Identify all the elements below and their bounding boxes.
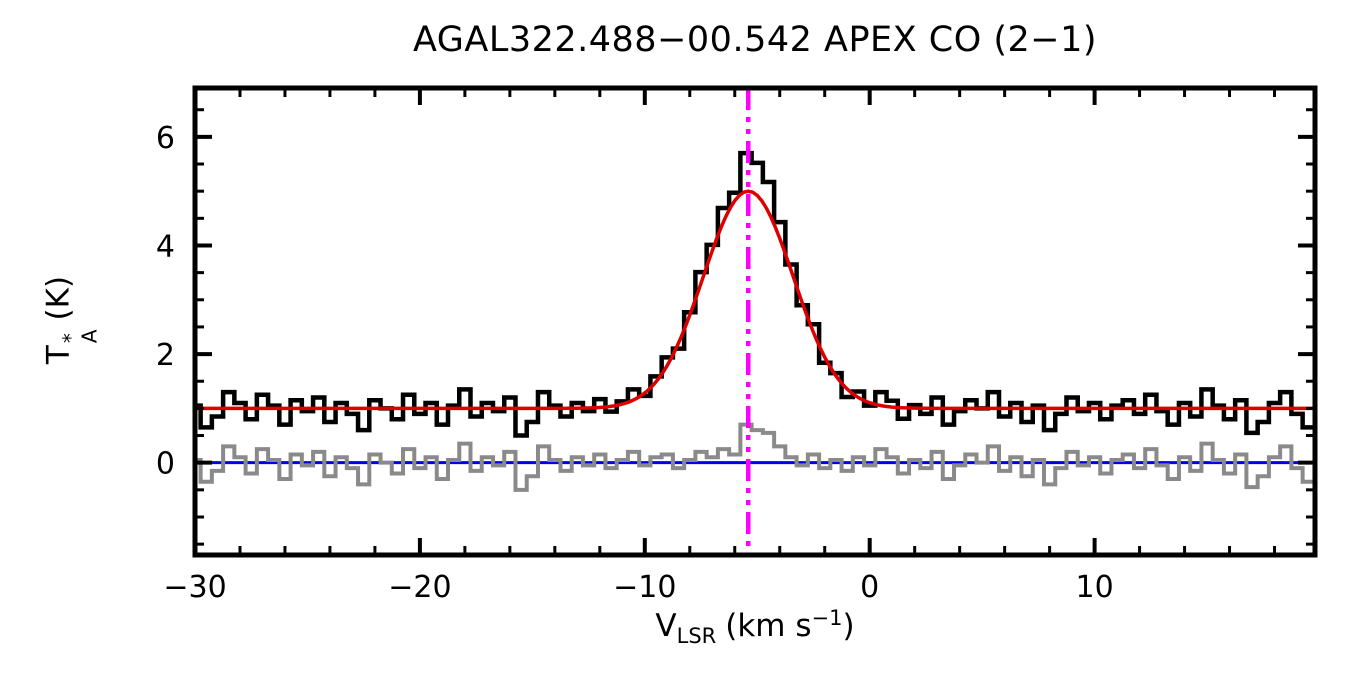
plot-series-group — [195, 88, 1315, 555]
x-axis-label-close: ) — [842, 608, 855, 644]
y-axis-label: T * A (K) — [40, 275, 102, 365]
x-axis-label: VLSR (km s−1) — [655, 606, 854, 648]
axes-group: −30 −20 −10 0 10 0 2 4 6 — [156, 85, 1318, 605]
y-tick-label: 4 — [156, 229, 175, 264]
chart-title: AGAL322.488−00.542 APEX CO (2−1) — [412, 20, 1098, 60]
y-tick-label: 2 — [156, 338, 175, 373]
residual-spectrum — [195, 422, 1314, 492]
y-tick-label: 6 — [156, 121, 175, 156]
y-tick-label: 0 — [156, 447, 175, 482]
x-axis-label-unit: (km s — [725, 608, 812, 644]
x-tick-label: −30 — [163, 570, 226, 605]
gaussian-fit — [195, 189, 1315, 411]
x-axis-label-subscript: LSR — [676, 624, 717, 648]
plot-frame — [192, 85, 1318, 558]
y-axis-label-subscript: A — [77, 329, 102, 344]
y-axis-label-scripts: * A — [59, 329, 102, 344]
x-tick-label: −10 — [613, 570, 676, 605]
y-axis-label-unit: (K) — [40, 275, 77, 321]
x-axis-label-superscript: −1 — [811, 606, 843, 630]
x-axis-label-symbol: V — [655, 608, 677, 644]
x-tick-label: 10 — [1076, 570, 1114, 605]
observed-spectrum — [195, 150, 1314, 438]
y-axis-label-symbol: T — [40, 345, 77, 365]
x-tick-label: −20 — [388, 570, 451, 605]
x-tick-label: 0 — [860, 570, 879, 605]
